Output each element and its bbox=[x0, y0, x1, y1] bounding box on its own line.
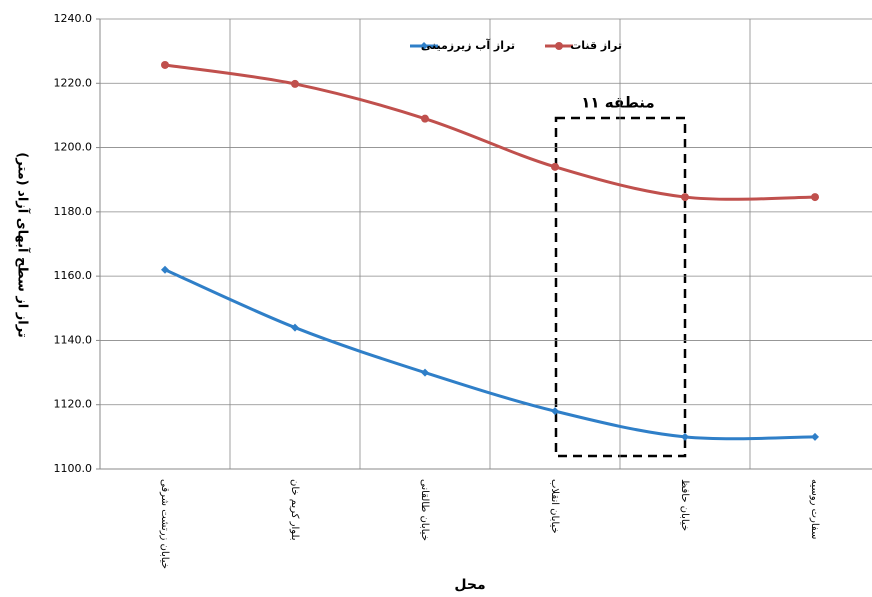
y-tick-label: 1180.0 bbox=[54, 205, 93, 218]
x-tick-label: بلوار کریم خان bbox=[289, 479, 300, 541]
marker bbox=[421, 114, 429, 123]
marker bbox=[811, 193, 819, 202]
marker bbox=[811, 432, 819, 441]
marker bbox=[681, 432, 689, 441]
y-axis-label: تراز از سطح آبهای آزاد (متر) bbox=[15, 152, 32, 337]
marker bbox=[551, 162, 559, 171]
marker bbox=[291, 323, 299, 332]
y-tick-label: 1220.0 bbox=[54, 76, 93, 89]
legend-marker bbox=[555, 42, 563, 50]
y-tick-label: 1200.0 bbox=[54, 141, 93, 154]
region-box bbox=[554, 116, 687, 458]
y-tick-label: 1100.0 bbox=[54, 462, 93, 475]
marker bbox=[291, 79, 299, 88]
x-axis-label: محل bbox=[454, 577, 485, 593]
x-tick-label: سفارت روسیه bbox=[809, 479, 820, 539]
y-tick-label: 1160.0 bbox=[54, 269, 93, 282]
legend-marker bbox=[420, 42, 428, 50]
series-line bbox=[164, 63, 816, 201]
marker bbox=[551, 407, 559, 416]
x-tick-label: خیابان طالقانی bbox=[419, 479, 430, 541]
marker bbox=[681, 193, 689, 202]
y-tick-label: 1120.0 bbox=[54, 398, 93, 411]
marker bbox=[161, 60, 169, 69]
marker bbox=[421, 368, 429, 377]
series-line bbox=[164, 268, 816, 441]
legend-label: تراز آب زیرزمینی bbox=[421, 38, 515, 52]
x-tick-label: خیابان زرتشت شرقی bbox=[159, 479, 170, 569]
annotation: منطقه ۱۱ bbox=[581, 94, 654, 112]
marker bbox=[161, 265, 169, 274]
x-tick-label: خیابان حافظ bbox=[679, 479, 690, 531]
legend-label: تراز قنات bbox=[570, 39, 622, 52]
y-tick-label: 1140.0 bbox=[54, 333, 93, 346]
x-tick-label: خیابان انقلاب bbox=[549, 479, 560, 534]
y-tick-label: 1240.0 bbox=[54, 12, 93, 25]
